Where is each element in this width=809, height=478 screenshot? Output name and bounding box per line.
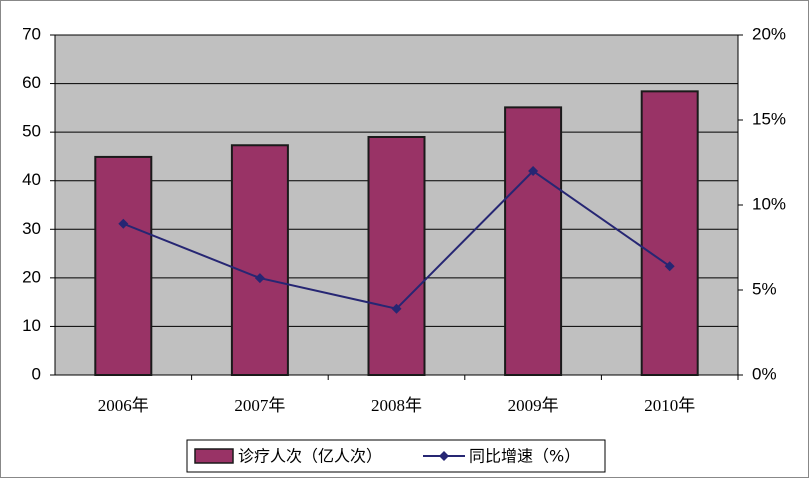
legend-label: 诊疗人次（亿人次） xyxy=(238,447,382,466)
y2-tick-label: 0% xyxy=(752,364,777,383)
y-tick-label: 70 xyxy=(22,24,41,43)
y-tick-label: 60 xyxy=(22,73,41,92)
x-tick-label: 2007年 xyxy=(234,396,285,415)
bar xyxy=(94,155,153,376)
bar xyxy=(230,144,289,376)
x-tick-label: 2006年 xyxy=(98,396,149,415)
marker xyxy=(664,261,675,272)
y2-tick-label: 20% xyxy=(752,24,786,43)
y-tick-label: 50 xyxy=(22,122,41,141)
bar xyxy=(504,106,563,376)
marker xyxy=(254,273,265,284)
y-tick-label: 0 xyxy=(32,364,41,383)
legend-marker xyxy=(439,451,449,461)
y-tick-label: 10 xyxy=(22,316,41,335)
bar xyxy=(367,136,426,376)
x-tick-label: 2009年 xyxy=(508,396,559,415)
legend-label: 同比增速（%） xyxy=(469,447,580,466)
y2-tick-label: 15% xyxy=(752,109,786,128)
legend-box xyxy=(186,439,606,473)
y2-tick-label: 5% xyxy=(752,279,777,298)
x-tick-label: 2010年 xyxy=(644,396,695,415)
y-tick-label: 40 xyxy=(22,170,41,189)
bar xyxy=(640,90,699,376)
y2-tick-label: 10% xyxy=(752,194,786,213)
marker xyxy=(391,303,402,314)
marker xyxy=(528,166,539,176)
y-tick-label: 20 xyxy=(22,267,41,286)
y-tick-label: 30 xyxy=(22,219,41,238)
marker xyxy=(118,218,129,229)
x-tick-label: 2008年 xyxy=(371,396,422,415)
legend-swatch xyxy=(194,448,234,464)
